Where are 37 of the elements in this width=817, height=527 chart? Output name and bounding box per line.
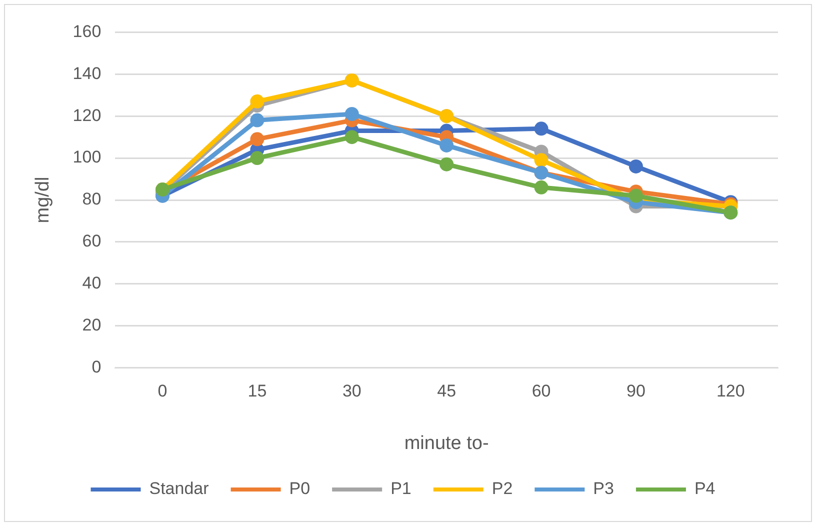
point xyxy=(250,151,264,166)
point xyxy=(440,138,454,152)
y-tick-label: 40 xyxy=(82,274,102,293)
x-tick-label: 30 xyxy=(342,382,362,401)
legend-label: P1 xyxy=(390,479,412,498)
x-tick-label: 0 xyxy=(158,382,168,401)
legend-label: Standar xyxy=(149,479,210,498)
y-tick-label: 120 xyxy=(72,106,102,125)
legend-label: P4 xyxy=(694,479,716,498)
y-tick-label: 140 xyxy=(72,64,102,83)
y-tick-label: 80 xyxy=(82,190,102,209)
point xyxy=(250,113,264,128)
legend-label: P0 xyxy=(289,479,310,498)
point xyxy=(344,130,359,144)
x-tick-label: 15 xyxy=(248,382,267,401)
point xyxy=(628,188,643,203)
x-axis-title: minute to- xyxy=(404,432,489,454)
point xyxy=(250,132,264,146)
y-tick-label: 60 xyxy=(82,232,102,251)
y-tick-label: 100 xyxy=(72,148,102,167)
legend-label: P3 xyxy=(593,479,614,498)
point xyxy=(250,94,264,108)
y-tick-label: 20 xyxy=(82,316,102,335)
x-tick-label: 45 xyxy=(437,382,456,401)
x-tick-label: 120 xyxy=(716,382,745,401)
y-tick-label: 160 xyxy=(72,22,102,41)
point xyxy=(628,159,643,174)
point xyxy=(534,153,548,168)
point xyxy=(440,157,454,172)
y-axis-title: mg/dl xyxy=(32,176,54,224)
x-tick-label: 60 xyxy=(532,382,551,401)
point xyxy=(534,180,548,194)
point xyxy=(534,122,548,136)
y-tick-label: 0 xyxy=(92,357,102,376)
point xyxy=(344,107,359,122)
legend-label: P2 xyxy=(492,479,513,498)
x-tick-label: 90 xyxy=(626,382,646,401)
